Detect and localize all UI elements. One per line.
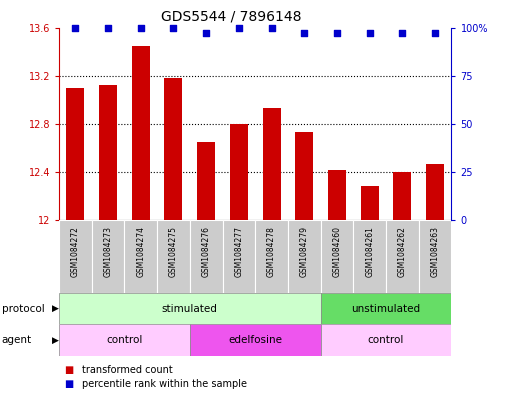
Bar bbox=[321, 293, 451, 324]
Text: GSM1084273: GSM1084273 bbox=[104, 226, 112, 277]
Point bbox=[169, 24, 177, 31]
Point bbox=[398, 30, 406, 37]
Text: agent: agent bbox=[2, 335, 32, 345]
Point bbox=[235, 24, 243, 31]
Bar bbox=[165, 78, 183, 220]
Text: unstimulated: unstimulated bbox=[351, 303, 421, 314]
Text: GSM1084276: GSM1084276 bbox=[202, 226, 211, 277]
Text: edelfosine: edelfosine bbox=[228, 335, 282, 345]
Text: GSM1084275: GSM1084275 bbox=[169, 226, 178, 277]
Point bbox=[136, 24, 145, 31]
Text: GSM1084278: GSM1084278 bbox=[267, 226, 276, 277]
Text: GDS5544 / 7896148: GDS5544 / 7896148 bbox=[161, 10, 301, 24]
Bar bbox=[99, 85, 117, 220]
Bar bbox=[230, 124, 248, 220]
Text: ■: ■ bbox=[64, 365, 73, 375]
Point bbox=[267, 24, 275, 31]
Bar bbox=[426, 163, 444, 220]
Bar bbox=[132, 46, 150, 220]
Bar bbox=[59, 293, 321, 324]
Text: GSM1084274: GSM1084274 bbox=[136, 226, 145, 277]
Bar bbox=[321, 220, 353, 293]
Text: protocol: protocol bbox=[2, 303, 44, 314]
Point bbox=[71, 24, 80, 31]
Point bbox=[333, 30, 341, 37]
Text: ■: ■ bbox=[64, 379, 73, 389]
Text: stimulated: stimulated bbox=[162, 303, 218, 314]
Text: percentile rank within the sample: percentile rank within the sample bbox=[82, 379, 247, 389]
Text: GSM1084263: GSM1084263 bbox=[430, 226, 440, 277]
Point bbox=[366, 30, 374, 37]
Text: GSM1084279: GSM1084279 bbox=[300, 226, 309, 277]
Text: transformed count: transformed count bbox=[82, 365, 173, 375]
Bar bbox=[295, 132, 313, 220]
Text: GSM1084262: GSM1084262 bbox=[398, 226, 407, 277]
Bar bbox=[288, 220, 321, 293]
Text: control: control bbox=[106, 335, 143, 345]
Bar bbox=[321, 324, 451, 356]
Bar bbox=[190, 324, 321, 356]
Bar bbox=[353, 220, 386, 293]
Bar bbox=[59, 324, 190, 356]
Text: GSM1084277: GSM1084277 bbox=[234, 226, 243, 277]
Bar bbox=[92, 220, 125, 293]
Text: GSM1084272: GSM1084272 bbox=[71, 226, 80, 277]
Point bbox=[431, 30, 439, 37]
Bar bbox=[393, 172, 411, 220]
Bar bbox=[197, 142, 215, 220]
Bar bbox=[263, 108, 281, 220]
Bar bbox=[66, 88, 84, 220]
Bar bbox=[190, 220, 223, 293]
Bar bbox=[419, 220, 451, 293]
Text: ▶: ▶ bbox=[52, 336, 59, 344]
Text: GSM1084260: GSM1084260 bbox=[332, 226, 342, 277]
Bar bbox=[124, 220, 157, 293]
Text: ▶: ▶ bbox=[52, 304, 59, 313]
Bar bbox=[328, 169, 346, 220]
Bar bbox=[361, 186, 379, 220]
Text: control: control bbox=[368, 335, 404, 345]
Bar bbox=[59, 220, 92, 293]
Text: GSM1084261: GSM1084261 bbox=[365, 226, 374, 277]
Point bbox=[300, 30, 308, 37]
Bar bbox=[223, 220, 255, 293]
Bar bbox=[386, 220, 419, 293]
Bar bbox=[157, 220, 190, 293]
Point bbox=[202, 30, 210, 37]
Point bbox=[104, 24, 112, 31]
Bar bbox=[255, 220, 288, 293]
